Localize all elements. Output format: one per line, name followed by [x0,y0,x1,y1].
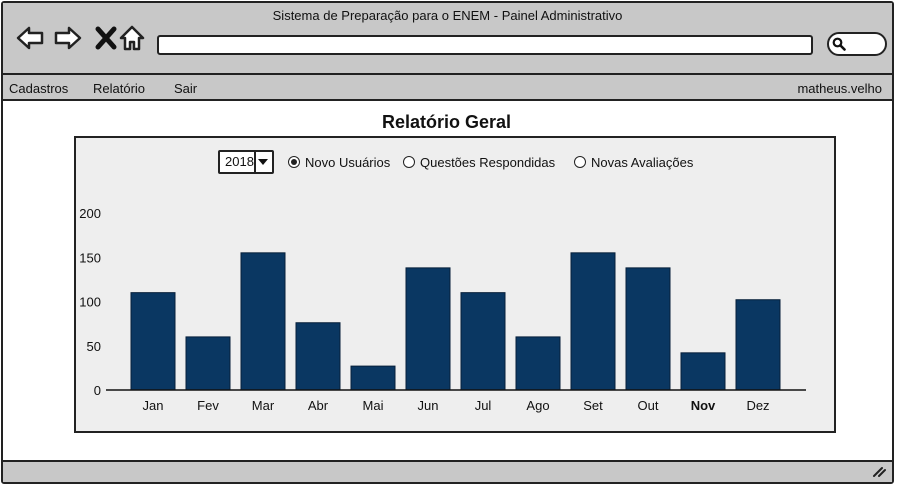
radio-unselected-icon [574,156,586,168]
bar-nov [680,352,726,391]
title-bar: Sistema de Preparação para o ENEM - Pain… [3,3,892,73]
year-dropdown-button[interactable] [254,152,272,172]
year-select[interactable]: 2018 [218,150,274,174]
bar-mar [240,252,286,391]
bar-set [570,252,616,391]
x-tick-label: Dez [746,398,769,413]
y-tick-label: 50 [87,339,101,354]
browser-search-box[interactable] [827,32,887,56]
menu-item-cadastros[interactable]: Cadastros [9,81,69,96]
x-tick-label: Fev [197,398,219,413]
x-tick-label: Jan [143,398,164,413]
stop-x-icon[interactable] [91,23,121,53]
menu-item-relatorio[interactable]: Relatório [93,81,146,96]
bar-mai [350,365,396,391]
bar-fev [185,336,231,391]
x-tick-label: Mar [252,398,275,413]
chevron-down-icon [258,159,268,165]
radio-label: Novas Avaliações [591,155,694,170]
y-tick-label: 0 [94,383,101,398]
username-link[interactable]: matheus.velho [797,81,882,96]
x-tick-label: Nov [691,398,716,413]
y-tick-label: 100 [79,295,101,310]
x-tick-label: Jun [418,398,439,413]
report-panel: 2018 Novo Usuários Questões Respondidas … [74,136,836,433]
y-tick-label: 150 [79,250,101,265]
window-title: Sistema de Preparação para o ENEM - Pain… [272,8,623,23]
year-value: 2018 [225,154,254,169]
menu-item-sair[interactable]: Sair [174,81,198,96]
menu-bar: Cadastros Relatório Sair matheus.velho [3,73,892,101]
radio-selected-icon [288,156,300,168]
x-tick-label: Out [638,398,659,413]
bar-chart: 0 50 100 150 200 Jan Fev Mar Abr Mai Jun Jul Ago Set O… [79,206,806,413]
bar-jan [130,292,176,391]
page-title: Relatório Geral [381,112,512,132]
address-bar[interactable] [157,35,813,55]
search-icon [832,37,846,51]
resize-grip-icon[interactable] [872,465,886,477]
bar-jul [460,292,506,391]
bar-abr [295,322,341,391]
y-tick-label: 200 [79,206,101,221]
x-tick-label: Mai [363,398,384,413]
bar-out [625,267,671,391]
forward-arrow-icon[interactable] [53,23,83,53]
x-tick-label: Jul [475,398,492,413]
radio-label: Novo Usuários [305,155,391,170]
x-tick-label: Ago [526,398,549,413]
back-arrow-icon[interactable] [15,23,45,53]
radio-label: Questões Respondidas [420,155,556,170]
x-tick-label: Abr [308,398,329,413]
bar-dez [735,299,781,391]
x-tick-label: Set [583,398,603,413]
bar-jun [405,267,451,391]
status-bar [3,460,892,482]
bar-ago [515,336,561,391]
radio-unselected-icon [403,156,415,168]
home-icon[interactable] [117,23,147,53]
